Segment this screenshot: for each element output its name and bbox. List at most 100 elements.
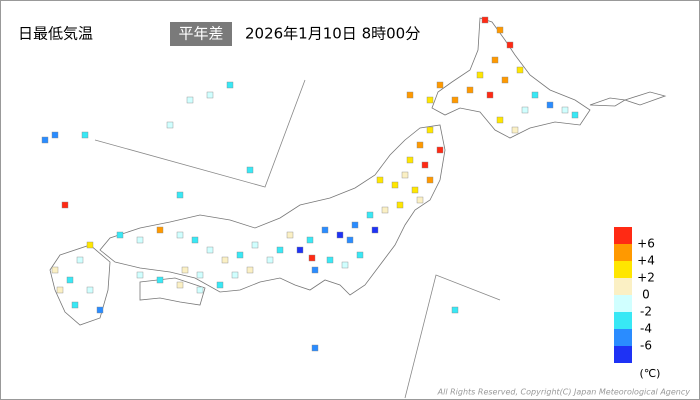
inset-line — [94, 79, 306, 188]
station — [376, 176, 384, 184]
coast-kyushu — [49, 244, 111, 326]
station — [396, 201, 404, 209]
station — [531, 91, 539, 99]
timestamp: 2026年1月10日 8時00分 — [245, 25, 420, 43]
station — [51, 266, 59, 274]
station — [476, 71, 484, 79]
station — [231, 271, 239, 279]
station — [186, 96, 194, 104]
station — [246, 166, 254, 174]
station — [466, 86, 474, 94]
legend-swatch — [614, 261, 632, 278]
legend-swatch — [614, 227, 632, 244]
station — [451, 96, 459, 104]
legend-label: +2 — [637, 271, 655, 285]
legend-swatch — [614, 278, 632, 295]
station — [206, 91, 214, 99]
coast-kurils — [589, 91, 667, 107]
stations — [41, 16, 579, 352]
station — [366, 211, 374, 219]
inset-line — [404, 274, 501, 399]
station — [391, 181, 399, 189]
station — [571, 111, 579, 119]
station — [181, 266, 189, 274]
station — [351, 221, 359, 229]
station — [286, 231, 294, 239]
title: 日最低気温 — [18, 25, 93, 43]
station — [436, 81, 444, 89]
legend-swatch — [614, 346, 632, 363]
station — [176, 191, 184, 199]
legend-swatch — [614, 329, 632, 346]
copyright: All Rights Reserved, Copyright(C) Japan … — [437, 388, 691, 397]
station — [156, 226, 164, 234]
badge-bg — [170, 22, 232, 46]
legend-label: -6 — [640, 339, 652, 353]
station — [296, 246, 304, 254]
station — [516, 66, 524, 74]
station — [406, 156, 414, 164]
station — [416, 196, 424, 204]
station — [41, 136, 49, 144]
station — [436, 146, 444, 154]
legend-swatch — [614, 295, 632, 312]
station — [176, 281, 184, 289]
station — [206, 246, 214, 254]
station — [401, 171, 409, 179]
legend-swatch — [614, 312, 632, 329]
legend: +6 +4 +2 0 -2 -4 -6 (℃) — [614, 227, 660, 380]
station — [66, 276, 74, 284]
station — [496, 116, 504, 124]
station — [56, 286, 64, 294]
legend-label: -4 — [640, 322, 652, 336]
station — [426, 96, 434, 104]
legend-label: 0 — [642, 288, 650, 302]
station — [136, 236, 144, 244]
legend-swatch — [614, 244, 632, 261]
station — [341, 261, 349, 269]
station — [416, 141, 424, 149]
station — [496, 26, 504, 34]
station — [308, 254, 316, 262]
station — [546, 101, 554, 109]
station — [221, 256, 229, 264]
station — [311, 266, 319, 274]
station — [501, 76, 509, 84]
station — [561, 106, 569, 114]
station — [86, 286, 94, 294]
station — [411, 186, 419, 194]
station — [116, 231, 124, 239]
station — [486, 91, 494, 99]
legend-label: +4 — [637, 254, 655, 268]
station — [521, 106, 529, 114]
station — [451, 306, 459, 314]
station — [236, 251, 244, 259]
station — [346, 236, 354, 244]
station — [136, 271, 144, 279]
station — [226, 81, 234, 89]
station — [251, 241, 259, 249]
station — [336, 231, 344, 239]
legend-unit: (℃) — [640, 367, 661, 380]
station — [276, 246, 284, 254]
station — [51, 131, 59, 139]
badge: 平年差 — [178, 25, 223, 43]
coast-shikoku — [139, 277, 206, 306]
station — [96, 306, 104, 314]
legend-label: -2 — [640, 305, 652, 319]
station — [81, 131, 89, 139]
station — [86, 241, 94, 249]
station — [426, 176, 434, 184]
station — [371, 226, 379, 234]
station — [166, 121, 174, 129]
station — [76, 256, 84, 264]
station — [356, 251, 364, 259]
station — [311, 344, 319, 352]
station — [176, 231, 184, 239]
station — [326, 256, 334, 264]
station — [196, 286, 204, 294]
station — [191, 236, 199, 244]
station — [266, 256, 274, 264]
